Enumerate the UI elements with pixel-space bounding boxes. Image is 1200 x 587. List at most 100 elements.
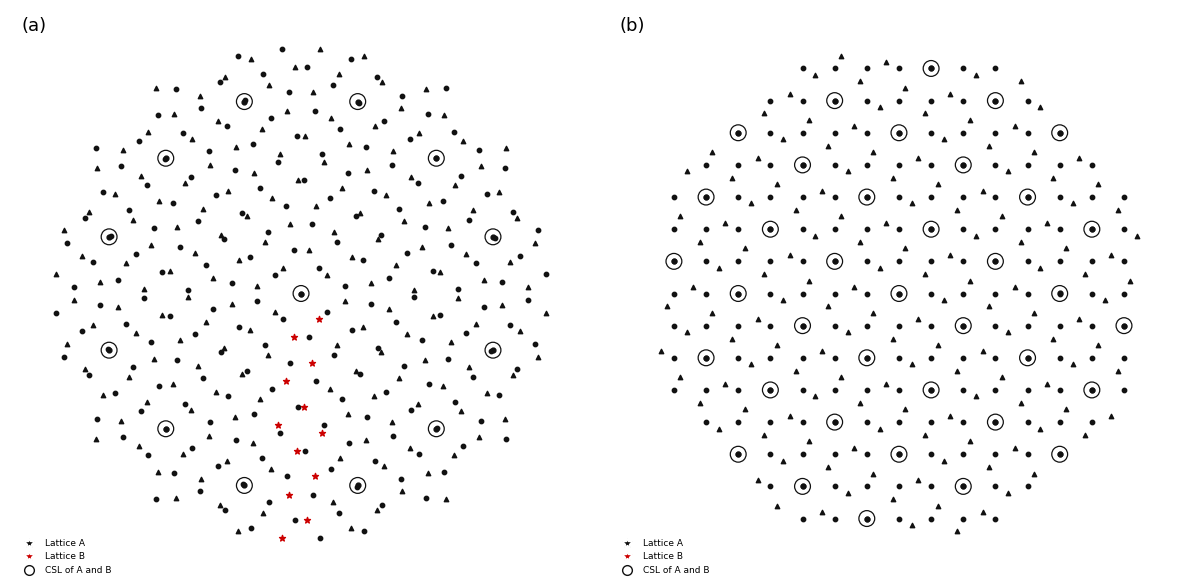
Point [960, 276, 979, 285]
Point [79, 370, 98, 380]
Point [166, 493, 185, 502]
Point [156, 154, 175, 163]
Point [922, 482, 941, 491]
Point [335, 296, 354, 306]
Point [973, 186, 992, 195]
Point [390, 373, 409, 383]
Point [298, 515, 317, 525]
Point [742, 359, 761, 369]
Point [1025, 308, 1044, 318]
Point [503, 207, 522, 217]
Point [313, 428, 332, 437]
Point [780, 250, 799, 259]
Point [857, 514, 876, 523]
Point [986, 160, 1006, 170]
Point [986, 257, 1006, 266]
Point [665, 353, 684, 363]
Point [254, 508, 274, 517]
Point [793, 96, 812, 105]
Point [889, 224, 908, 234]
Point [767, 180, 786, 189]
Point [361, 299, 380, 309]
Point [218, 392, 238, 401]
Point [728, 289, 748, 298]
Point [379, 304, 398, 313]
Point [889, 289, 908, 298]
Point [454, 441, 473, 451]
Point [90, 277, 109, 286]
Point [1082, 385, 1102, 394]
Point [146, 494, 166, 504]
Point [998, 167, 1018, 176]
Point [728, 417, 748, 427]
Point [190, 91, 209, 100]
Point [296, 446, 316, 456]
Point [922, 514, 941, 523]
Point [889, 64, 908, 73]
Point [857, 482, 876, 491]
Point [210, 77, 229, 86]
Point [954, 160, 973, 170]
Point [1018, 193, 1037, 202]
Point [793, 385, 812, 394]
Point [954, 224, 973, 234]
Point [108, 275, 127, 285]
Point [500, 257, 520, 266]
Point [536, 308, 556, 318]
Point [434, 467, 454, 477]
Point [895, 404, 914, 414]
Point [338, 410, 358, 419]
Point [954, 417, 973, 427]
Point [761, 224, 780, 234]
Point [761, 224, 780, 234]
Point [908, 154, 928, 163]
Point [346, 366, 365, 375]
Point [178, 286, 197, 295]
Point [346, 212, 365, 221]
Point [65, 295, 84, 305]
Point [1018, 353, 1037, 363]
Point [1115, 385, 1134, 394]
Point [186, 248, 205, 258]
Point [799, 276, 818, 285]
Point [254, 70, 274, 79]
Point [526, 239, 545, 248]
Point [793, 289, 812, 298]
Point [922, 64, 941, 73]
Point [1012, 77, 1031, 86]
Point [454, 136, 473, 146]
Point [274, 263, 293, 272]
Point [226, 413, 245, 422]
Point [331, 454, 350, 463]
Point [832, 51, 851, 60]
Point [838, 167, 857, 176]
Point [665, 257, 684, 266]
Point [895, 83, 914, 92]
Point [857, 96, 876, 105]
Point [292, 289, 311, 298]
Point [1018, 193, 1037, 202]
Point [1056, 244, 1075, 253]
Point [857, 160, 876, 170]
Point [368, 343, 388, 353]
Point [338, 168, 358, 177]
Point [671, 372, 690, 382]
Point [269, 420, 288, 430]
Point [276, 201, 295, 211]
Point [211, 348, 230, 357]
Point [696, 193, 715, 202]
Point [793, 64, 812, 73]
Point [322, 464, 341, 474]
Point [780, 411, 799, 420]
Point [192, 475, 211, 484]
Point [442, 337, 461, 346]
Point [986, 193, 1006, 202]
Point [342, 523, 361, 532]
Point [761, 417, 780, 427]
Point [986, 257, 1006, 266]
Point [188, 362, 208, 371]
Point [889, 193, 908, 202]
Point [986, 482, 1006, 491]
Point [845, 282, 864, 292]
Point [163, 380, 182, 389]
